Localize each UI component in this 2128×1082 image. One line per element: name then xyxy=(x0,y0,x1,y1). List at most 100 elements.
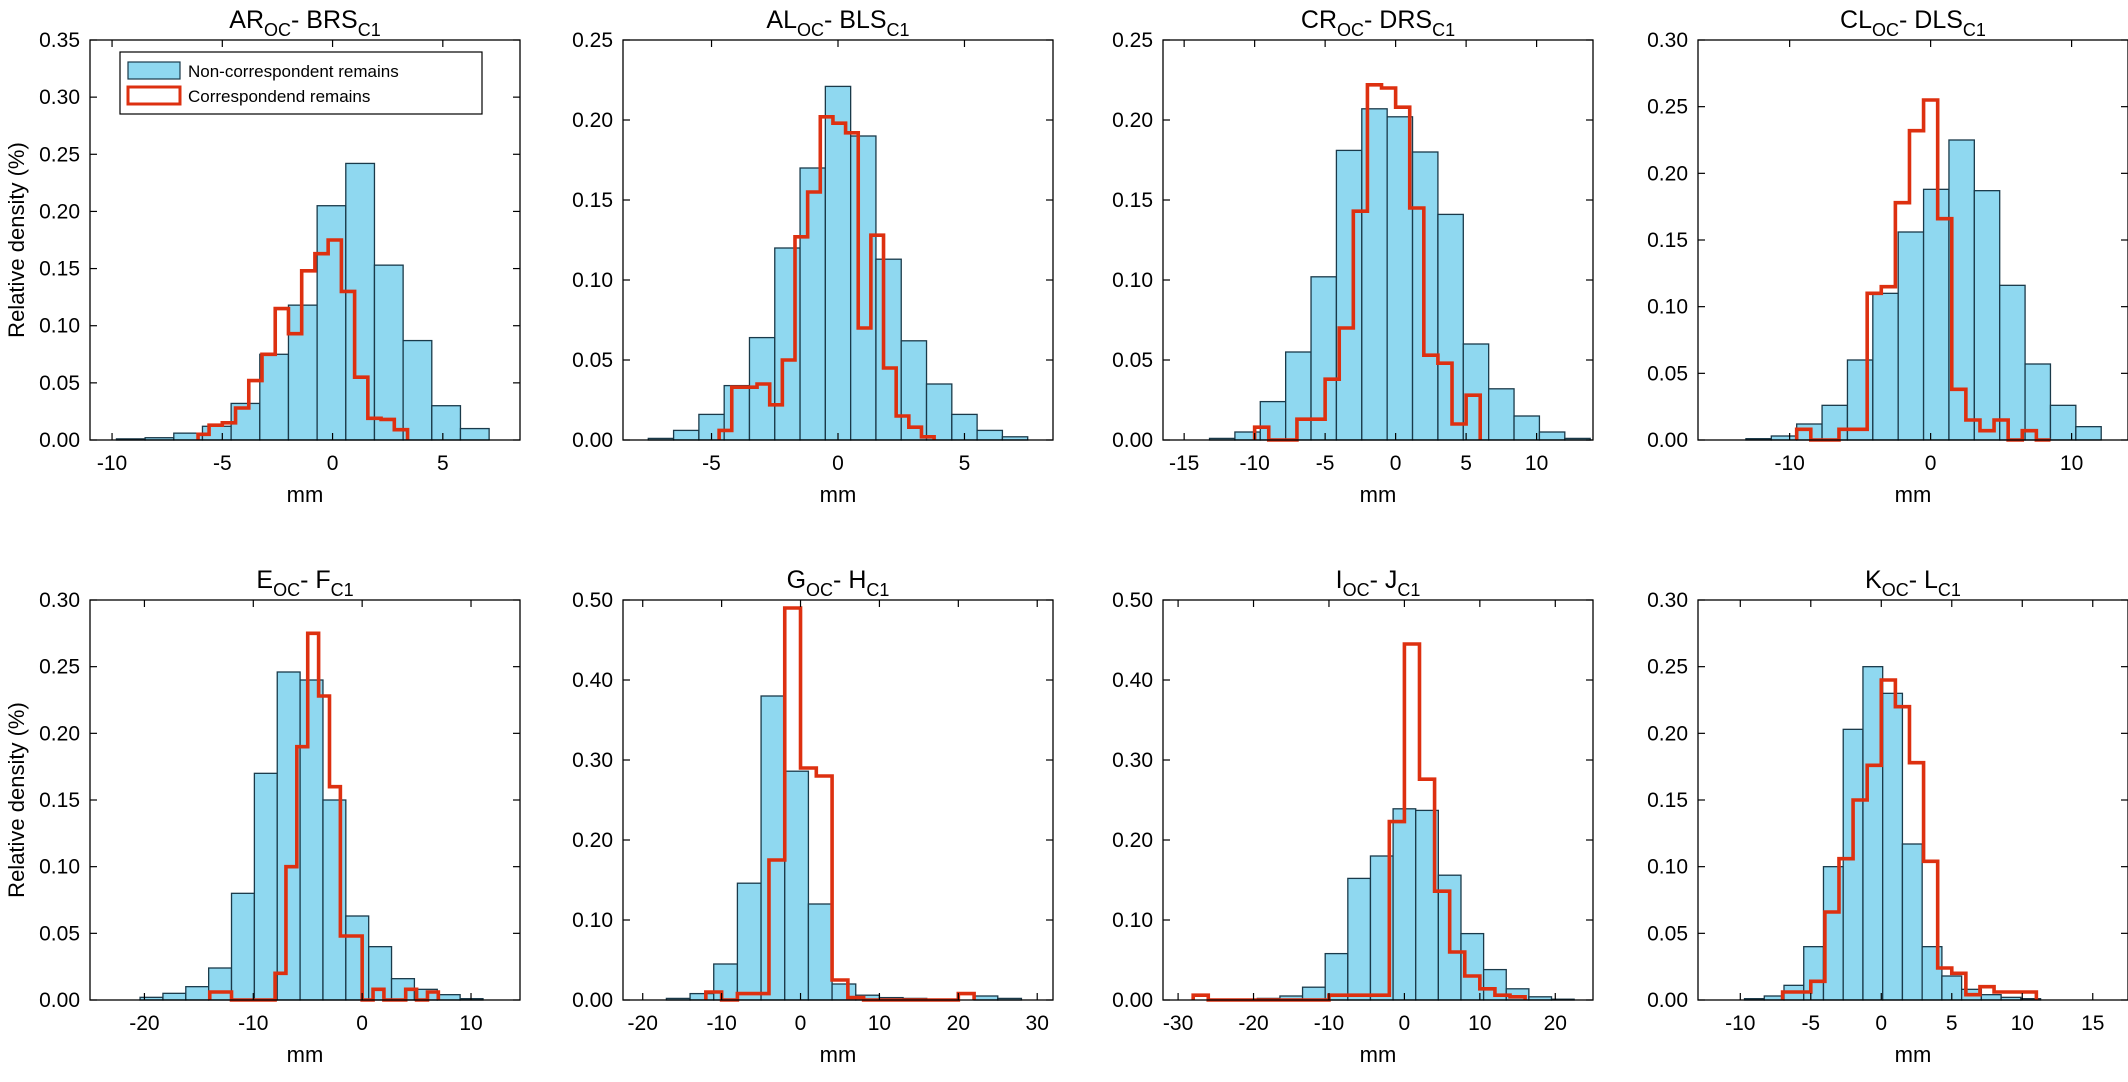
y-tick-label: 0.00 xyxy=(1647,989,1688,1012)
title-title-sub2: C1 xyxy=(866,580,889,600)
x-tick-label: 20 xyxy=(947,1012,970,1035)
y-tick-label: 0.05 xyxy=(572,349,613,372)
x-tick-label: 10 xyxy=(459,1012,482,1035)
x-tick-label: -10 xyxy=(1725,1012,1755,1035)
x-tick-label: -15 xyxy=(1169,452,1199,475)
x-tick-label: 5 xyxy=(1946,1012,1958,1035)
title-title-sub2: C1 xyxy=(887,20,910,40)
x-tick-label: 0 xyxy=(1925,452,1937,475)
y-tick-label: 0.05 xyxy=(1647,922,1688,945)
x-tick-label: 10 xyxy=(1525,452,1548,475)
x-axis-label: mm xyxy=(287,482,324,507)
y-tick-label: 0.05 xyxy=(39,372,80,395)
hist-bar xyxy=(900,340,928,441)
hist-bar xyxy=(1538,431,1566,441)
hist-bar xyxy=(760,695,786,1001)
subplot-7: IOC- JC1 0.00 0.10 0.20 0.30 0.40 0.50 -30 -20 -1… xyxy=(1112,566,1594,1067)
y-tick-label: 0.15 xyxy=(39,258,80,281)
y-tick-label: 0.20 xyxy=(1647,722,1688,745)
y-tick-label: 0.10 xyxy=(1647,856,1688,879)
y-tick-label: 0.00 xyxy=(39,989,80,1012)
y-tick-label: 0.50 xyxy=(1112,589,1153,612)
hist-bar xyxy=(345,162,376,441)
subplot-5: EOC- FC1 0.00 0.05 0.10 0.15 0.20 0.25 0.30 -20 -… xyxy=(4,566,521,1067)
hist-bar xyxy=(373,264,404,441)
y-axis-label: Relative density (%) xyxy=(4,142,29,338)
x-tick-label: -20 xyxy=(628,1012,658,1035)
title-title-main: I xyxy=(1336,566,1343,594)
x-tick-label: -5 xyxy=(1801,1012,1820,1035)
y-tick-label: 0.00 xyxy=(572,429,613,452)
subplot-title: ALOC- BLSC1 xyxy=(766,6,909,40)
subplot-title: IOC- JC1 xyxy=(1336,566,1421,600)
x-tick-label: -10 xyxy=(97,452,127,475)
y-tick-label: 0.25 xyxy=(1647,96,1688,119)
y-tick-label: 0.25 xyxy=(572,29,613,52)
x-axis-label: mm xyxy=(1360,482,1397,507)
title-title-sub2: C1 xyxy=(358,20,381,40)
x-tick-label: 5 xyxy=(959,452,971,475)
hist-bar xyxy=(322,799,347,1001)
plot-frame xyxy=(1162,39,1594,441)
subplot-2: ALOC- BLSC1 0.00 0.05 0.10 0.15 0.20 0.25 -5 0 5 m… xyxy=(572,6,1054,507)
hist-bar xyxy=(2075,426,2102,441)
title-title-mid: - F xyxy=(300,566,331,594)
y-tick-label: 0.40 xyxy=(1112,669,1153,692)
title-title-sub1: OC xyxy=(264,20,291,40)
x-axis-label: mm xyxy=(1895,1042,1932,1067)
x-tick-label: 30 xyxy=(1026,1012,1049,1035)
x-tick-label: -5 xyxy=(213,452,232,475)
hist-bar xyxy=(1301,986,1326,1001)
hist-bars xyxy=(665,695,1023,1001)
y-tick-label: 0.20 xyxy=(1112,829,1153,852)
y-tick-label: 0.10 xyxy=(572,909,613,932)
y-tick-label: 0.15 xyxy=(572,189,613,212)
y-tick-label: 0.30 xyxy=(1112,749,1153,772)
hist-bar xyxy=(1973,190,2001,441)
title-title-mid: - BLS xyxy=(824,6,887,34)
y-tick-label: 0.10 xyxy=(39,856,80,879)
hist-bar xyxy=(230,892,256,1001)
subplot-3: CROC- DRSC1 0.00 0.05 0.10 0.15 0.20 0.25 -15 -1… xyxy=(1112,6,1594,507)
x-axis-label: mm xyxy=(1360,1042,1397,1067)
x-tick-label: 0 xyxy=(1390,452,1402,475)
hist-bar xyxy=(299,679,324,1001)
subplot-1: AROC- BRSC1 0.00 0.05 0.10 0.15 0.20 0.25 0.30 0… xyxy=(4,6,521,507)
title-title-main: E xyxy=(256,566,273,594)
y-tick-label: 0.15 xyxy=(1647,229,1688,252)
hist-bar xyxy=(1361,108,1388,441)
x-tick-label: -20 xyxy=(1238,1012,1268,1035)
y-tick-label: 0.00 xyxy=(39,429,80,452)
hist-bar xyxy=(736,882,762,1001)
hist-bar xyxy=(185,986,210,1001)
title-title-mid: - H xyxy=(833,566,866,594)
y-tick-label: 0.20 xyxy=(39,722,80,745)
x-axis-label: mm xyxy=(1895,482,1932,507)
legend: Non-correspondent remains Correspondend r… xyxy=(119,51,483,115)
y-tick-label: 0.00 xyxy=(572,989,613,1012)
title-title-sub1: OC xyxy=(1343,580,1370,600)
y-tick-label: 0.25 xyxy=(39,656,80,679)
y-tick-label: 0.00 xyxy=(1112,429,1153,452)
hist-bar xyxy=(1999,284,2026,441)
y-tick-label: 0.30 xyxy=(39,86,80,109)
title-title-main: CR xyxy=(1301,6,1337,34)
y-tick-label: 0.00 xyxy=(1112,989,1153,1012)
step-line xyxy=(1252,83,1483,442)
y-tick-label: 0.35 xyxy=(39,29,80,52)
x-tick-label: 0 xyxy=(795,1012,807,1035)
title-title-mid: - J xyxy=(1370,566,1398,594)
y-tick-label: 0.30 xyxy=(1647,29,1688,52)
hist-bar xyxy=(208,967,233,1001)
y-tick-label: 0.15 xyxy=(1112,189,1153,212)
title-title-sub2: C1 xyxy=(1938,580,1961,600)
hist-bar xyxy=(253,772,278,1001)
hist-bar xyxy=(976,429,1004,441)
hist-bar xyxy=(1901,843,1923,1001)
hist-bar xyxy=(402,339,433,441)
y-tick-label: 0.50 xyxy=(572,589,613,612)
hist-bar xyxy=(1821,404,1849,441)
hist-bar xyxy=(1259,400,1287,441)
x-tick-label: -30 xyxy=(1163,1012,1193,1035)
title-title-mid: - DLS xyxy=(1899,6,1963,34)
